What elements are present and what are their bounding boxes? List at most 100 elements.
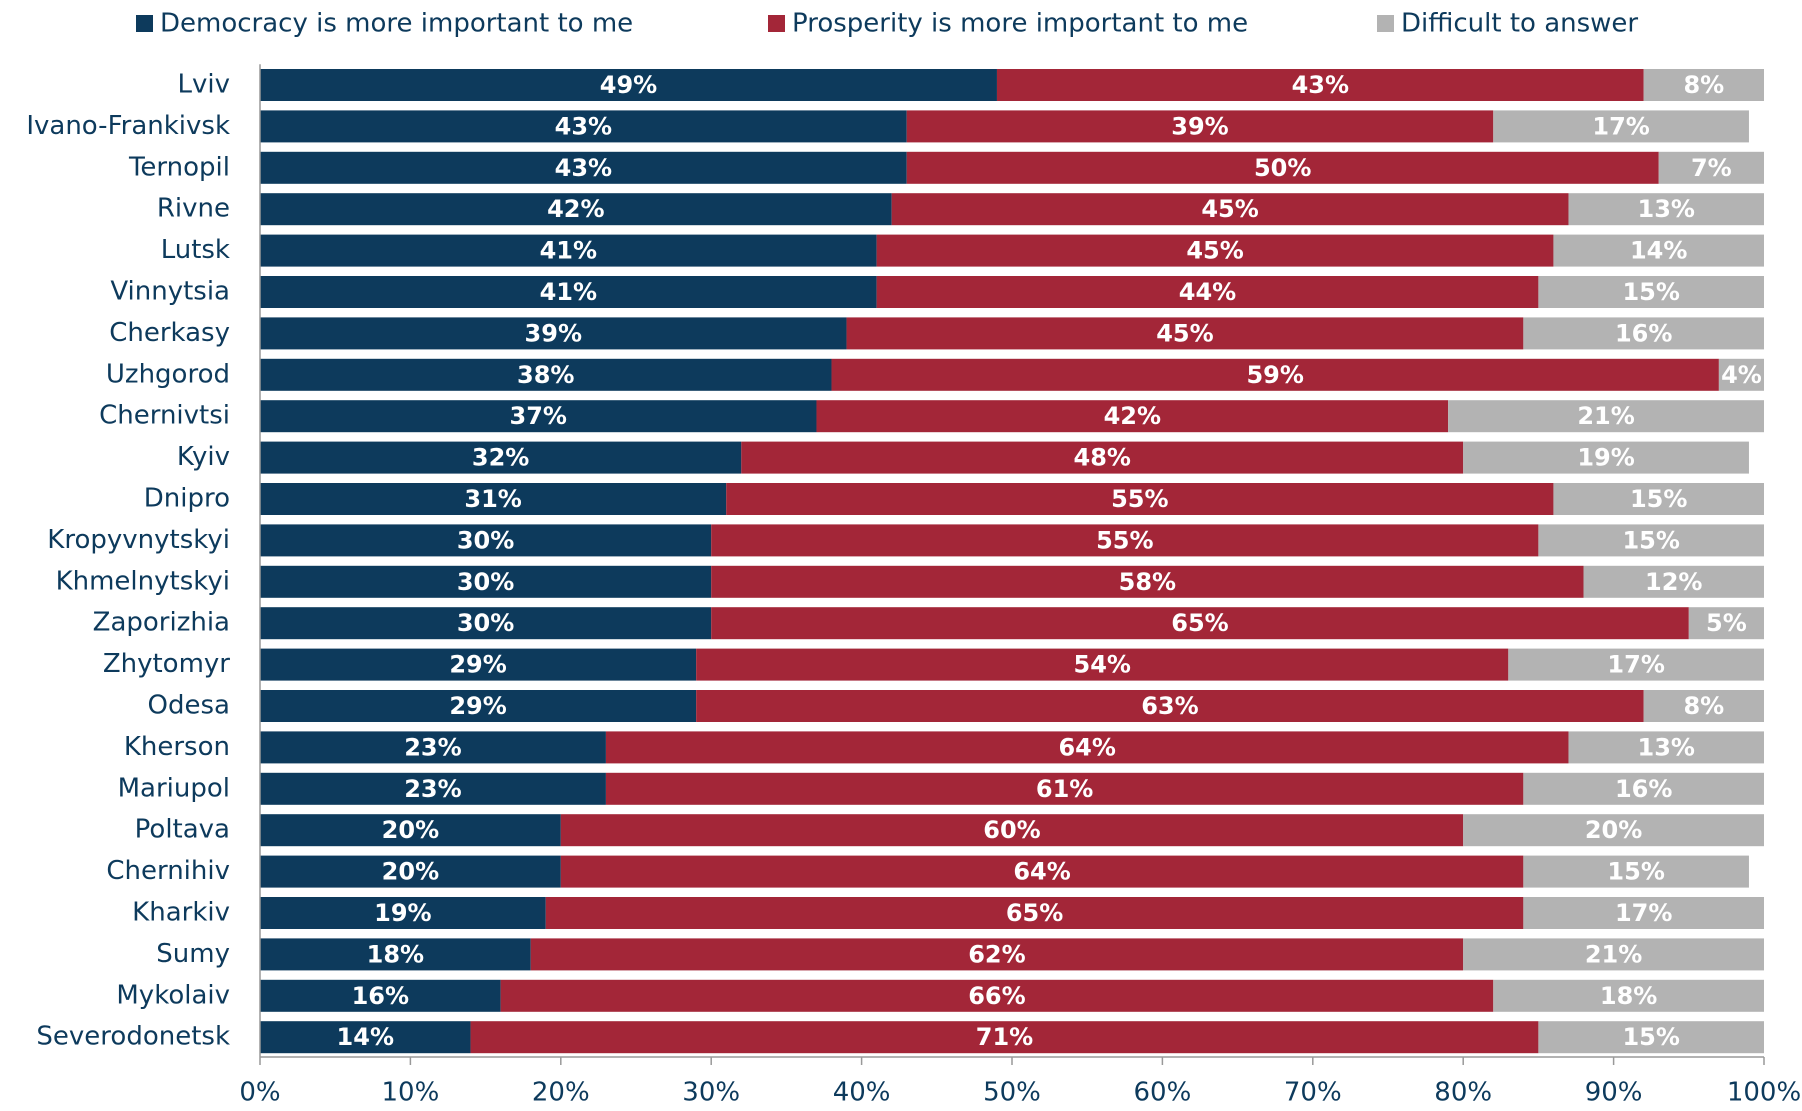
data-label: 17%: [1592, 112, 1649, 140]
data-label: 19%: [374, 899, 431, 927]
data-label: 20%: [382, 858, 439, 886]
bar-segment: [260, 979, 501, 1012]
bar-segment: [1538, 524, 1764, 557]
data-label: 15%: [1622, 526, 1679, 554]
bar-segment: [1688, 607, 1764, 640]
data-label: 4%: [1721, 361, 1762, 389]
data-label: 41%: [540, 278, 597, 306]
bar-segment: [605, 731, 1569, 764]
data-label: 16%: [1615, 319, 1672, 347]
data-label: 20%: [1585, 816, 1642, 844]
bar-segment: [711, 607, 1689, 640]
bar-segment: [560, 855, 1524, 888]
bar-segment: [741, 441, 1464, 474]
bar-segment: [1583, 565, 1764, 598]
bar-segment: [876, 234, 1554, 267]
x-tick-label: 70%: [1284, 1078, 1342, 1108]
bar-segment: [711, 524, 1539, 557]
bar-segment: [260, 1021, 471, 1054]
bar-segment: [726, 483, 1554, 515]
bar-segment: [260, 565, 712, 598]
x-tick-label: 30%: [682, 1078, 740, 1108]
data-label: 43%: [1292, 71, 1349, 99]
x-tick-label: 20%: [532, 1078, 590, 1108]
data-label: 14%: [337, 1023, 394, 1051]
data-label: 50%: [1254, 154, 1311, 182]
bar-segment: [1523, 317, 1764, 350]
y-tick-label: Severodonetsk: [36, 1022, 230, 1052]
data-label: 21%: [1585, 940, 1642, 968]
bar-segment: [260, 938, 531, 971]
data-label: 18%: [367, 940, 424, 968]
data-label: 15%: [1607, 858, 1664, 886]
bar-segment: [1463, 441, 1749, 474]
data-label: 65%: [1006, 899, 1063, 927]
bar-segment: [260, 772, 606, 805]
y-tick-label: Poltava: [135, 815, 230, 845]
y-tick-label: Ivano-Frankivsk: [26, 111, 230, 141]
bar-segment: [260, 110, 907, 143]
bar-segment: [1448, 400, 1764, 433]
data-label: 30%: [457, 568, 514, 596]
bar-segment: [846, 317, 1524, 350]
x-tick-label: 40%: [833, 1078, 891, 1108]
bar-segment: [1508, 648, 1764, 681]
bar-segment: [1523, 772, 1764, 805]
data-label: 23%: [404, 733, 461, 761]
bar-segment: [1643, 690, 1764, 722]
x-tick-label: 100%: [1727, 1078, 1801, 1108]
bar-segment: [906, 110, 1494, 143]
data-label: 32%: [472, 444, 529, 472]
bar-segment: [816, 400, 1449, 433]
x-tick-label: 60%: [1134, 1078, 1192, 1108]
y-tick-label: Vinnytsia: [110, 277, 230, 307]
data-label: 61%: [1036, 775, 1093, 803]
y-tick-label: Kherson: [124, 732, 230, 762]
bar-segment: [1568, 193, 1764, 226]
bar-segment: [260, 731, 606, 764]
data-label: 45%: [1201, 195, 1258, 223]
bar-segment: [711, 565, 1584, 598]
data-label: 64%: [1058, 733, 1115, 761]
data-label: 48%: [1074, 444, 1131, 472]
data-label: 42%: [547, 195, 604, 223]
data-label: 39%: [525, 319, 582, 347]
legend-label: Prosperity is more important to me: [792, 9, 1248, 39]
bar-segment: [1553, 234, 1764, 267]
bar-segment: [260, 358, 832, 391]
legend-label: Democracy is more important to me: [160, 9, 633, 39]
bar-segment: [260, 607, 712, 640]
bar-segment: [605, 772, 1524, 805]
bar-segment: [260, 400, 817, 433]
bar-segment: [560, 814, 1464, 847]
data-label: 30%: [457, 609, 514, 637]
data-label: 17%: [1607, 651, 1664, 679]
y-tick-label: Lviv: [178, 70, 230, 100]
data-label: 38%: [517, 361, 574, 389]
bar-segment: [1493, 979, 1764, 1012]
data-label: 29%: [449, 692, 506, 720]
bar-segment: [260, 814, 561, 847]
bar-segment: [1658, 151, 1764, 184]
data-label: 45%: [1156, 319, 1213, 347]
data-label: 37%: [510, 402, 567, 430]
data-label: 41%: [540, 237, 597, 265]
bar-segment: [260, 897, 546, 929]
data-label: 62%: [968, 940, 1025, 968]
y-tick-label: Zhytomyr: [103, 649, 230, 679]
data-label: 19%: [1577, 444, 1634, 472]
data-label: 42%: [1104, 402, 1161, 430]
y-tick-label: Kharkiv: [132, 898, 230, 928]
y-tick-label: Rivne: [157, 194, 230, 224]
bar-segment: [1538, 1021, 1764, 1054]
data-label: 30%: [457, 526, 514, 554]
y-tick-label: Ternopil: [128, 152, 230, 182]
bar-segment: [1538, 276, 1764, 308]
y-tick-label: Odesa: [148, 691, 230, 721]
data-label: 54%: [1074, 651, 1131, 679]
data-label: 18%: [1600, 982, 1657, 1010]
plot-area: [260, 69, 1764, 1054]
data-label: 43%: [555, 112, 612, 140]
bar-segment: [260, 234, 877, 267]
bar-segment: [260, 524, 712, 557]
